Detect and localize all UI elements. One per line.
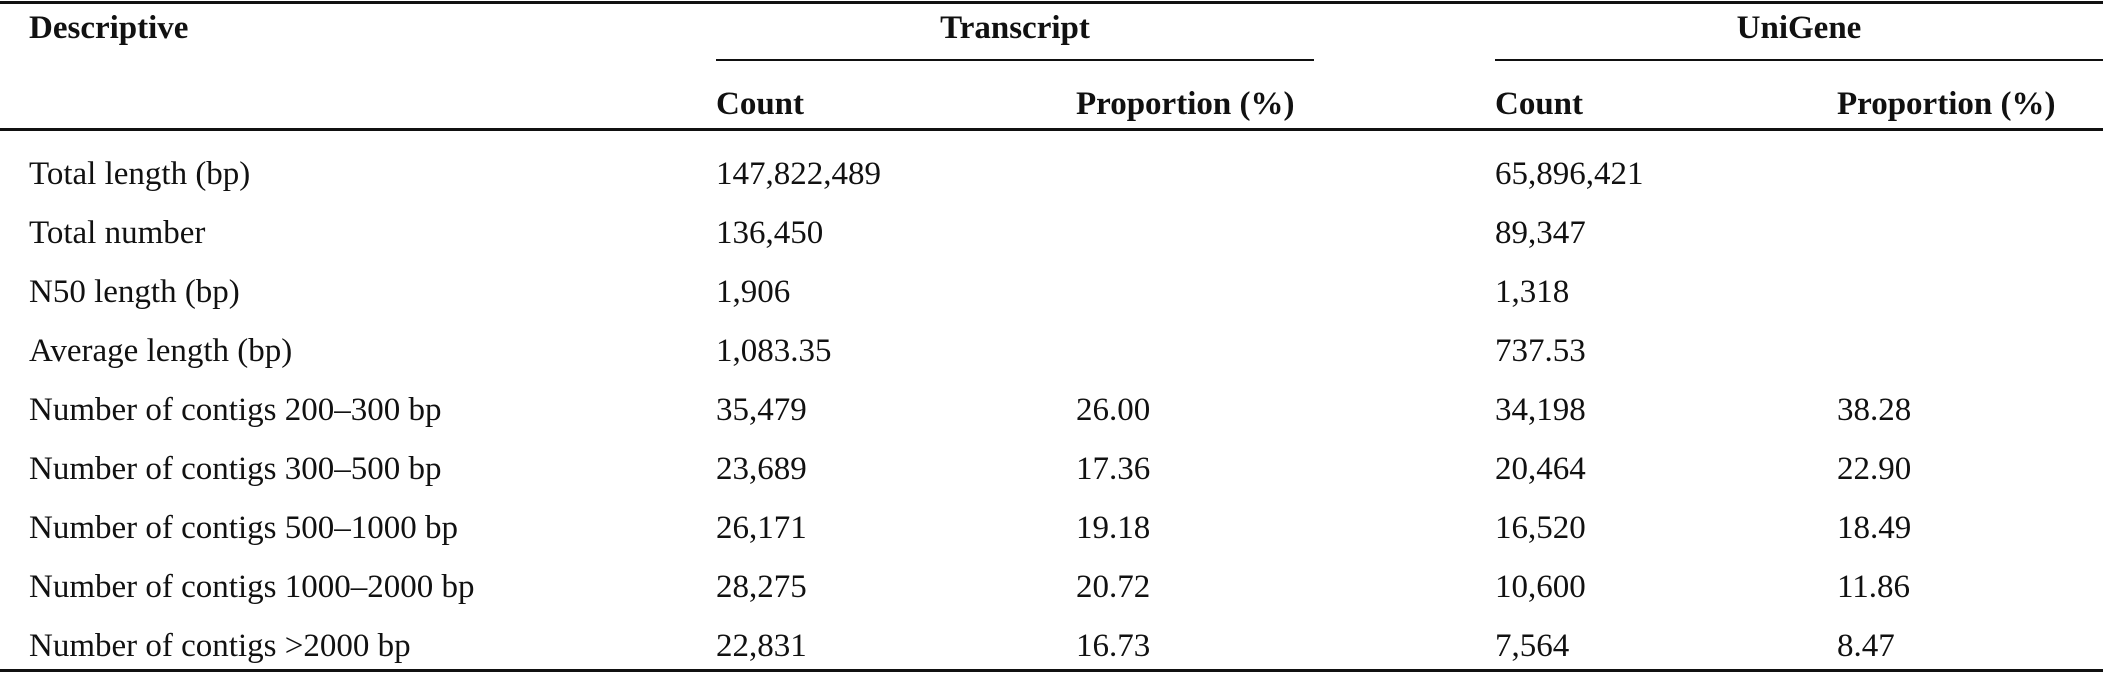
unigene-count: 16,520 xyxy=(1495,510,1586,546)
row-label: Number of contigs 1000–2000 bp xyxy=(29,569,475,605)
unigene-proportion: 11.86 xyxy=(1837,569,1911,605)
transcript-count: 23,689 xyxy=(716,451,807,487)
unigene-count: 65,896,421 xyxy=(1495,156,1644,192)
row-label: Number of contigs >2000 bp xyxy=(29,628,411,664)
header-transcript-count: Count xyxy=(716,86,805,122)
unigene-count: 737.53 xyxy=(1495,333,1586,369)
unigene-count: 89,347 xyxy=(1495,215,1586,251)
transcript-count: 22,831 xyxy=(716,628,807,664)
header-transcript-proportion: Proportion (%) xyxy=(1076,86,1295,122)
transcript-count: 28,275 xyxy=(716,569,807,605)
header-descriptive: Descriptive xyxy=(29,10,189,46)
unigene-group-rule xyxy=(1495,59,2103,61)
transcript-count: 136,450 xyxy=(716,215,824,251)
table-row: Number of contigs 300–500 bp 23,689 17.3… xyxy=(0,449,2103,508)
table-row: Total length (bp) 147,822,489 65,896,421 xyxy=(0,154,2103,213)
unigene-proportion: 38.28 xyxy=(1837,392,1912,428)
transcript-proportion: 19.18 xyxy=(1076,510,1151,546)
header-unigene-count: Count xyxy=(1495,86,1584,122)
table-row: Average length (bp) 1,083.35 737.53 xyxy=(0,331,2103,390)
header-transcript-group: Transcript xyxy=(940,10,1090,46)
unigene-proportion: 18.49 xyxy=(1837,510,1912,546)
unigene-proportion: 8.47 xyxy=(1837,628,1895,664)
table-row: Total number 136,450 89,347 xyxy=(0,213,2103,272)
transcript-proportion: 20.72 xyxy=(1076,569,1151,605)
transcript-count: 1,906 xyxy=(716,274,791,310)
unigene-count: 34,198 xyxy=(1495,392,1586,428)
table-row: Number of contigs 200–300 bp 35,479 26.0… xyxy=(0,390,2103,449)
unigene-count: 10,600 xyxy=(1495,569,1586,605)
transcript-count: 35,479 xyxy=(716,392,807,428)
header-rule xyxy=(0,128,2103,131)
transcript-proportion: 26.00 xyxy=(1076,392,1151,428)
row-label: Total number xyxy=(29,215,206,251)
table-row: Number of contigs >2000 bp 22,831 16.73 … xyxy=(0,626,2103,685)
row-label: Total length (bp) xyxy=(29,156,251,192)
transcript-group-rule xyxy=(716,59,1314,61)
unigene-count: 1,318 xyxy=(1495,274,1570,310)
table-row: Number of contigs 500–1000 bp 26,171 19.… xyxy=(0,508,2103,567)
row-label: N50 length (bp) xyxy=(29,274,240,310)
transcript-count: 147,822,489 xyxy=(716,156,881,192)
row-label: Average length (bp) xyxy=(29,333,293,369)
header-unigene-proportion: Proportion (%) xyxy=(1837,86,2056,122)
transcript-count: 26,171 xyxy=(716,510,807,546)
bottom-rule xyxy=(0,669,2103,672)
unigene-count: 20,464 xyxy=(1495,451,1586,487)
transcript-proportion: 16.73 xyxy=(1076,628,1151,664)
row-label: Number of contigs 500–1000 bp xyxy=(29,510,458,546)
table-row: N50 length (bp) 1,906 1,318 xyxy=(0,272,2103,331)
row-label: Number of contigs 200–300 bp xyxy=(29,392,442,428)
top-rule xyxy=(0,1,2103,4)
transcript-proportion: 17.36 xyxy=(1076,451,1151,487)
unigene-proportion: 22.90 xyxy=(1837,451,1912,487)
table-row: Number of contigs 1000–2000 bp 28,275 20… xyxy=(0,567,2103,626)
unigene-count: 7,564 xyxy=(1495,628,1570,664)
transcript-count: 1,083.35 xyxy=(716,333,832,369)
row-label: Number of contigs 300–500 bp xyxy=(29,451,442,487)
header-unigene-group: UniGene xyxy=(1736,10,1862,46)
